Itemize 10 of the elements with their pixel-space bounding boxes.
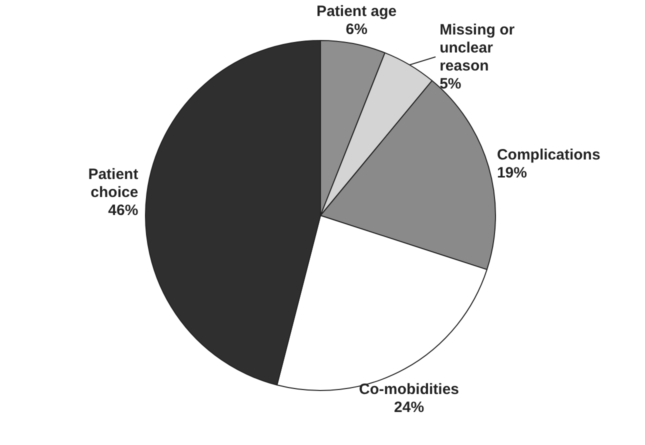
slice-label: Patient choice	[88, 166, 138, 201]
data-label: 19%	[496, 164, 527, 182]
data-label: 46%	[108, 202, 138, 219]
slice-label: Patient age	[316, 2, 397, 20]
data-label: 5%	[440, 75, 462, 92]
data-label: 24%	[394, 399, 424, 416]
slice-label: Co-mobidities	[359, 381, 460, 398]
data-label: 6%	[346, 20, 368, 38]
slice-label: Complications	[496, 146, 600, 164]
slice-label: Missing or unclear reason	[440, 21, 515, 74]
